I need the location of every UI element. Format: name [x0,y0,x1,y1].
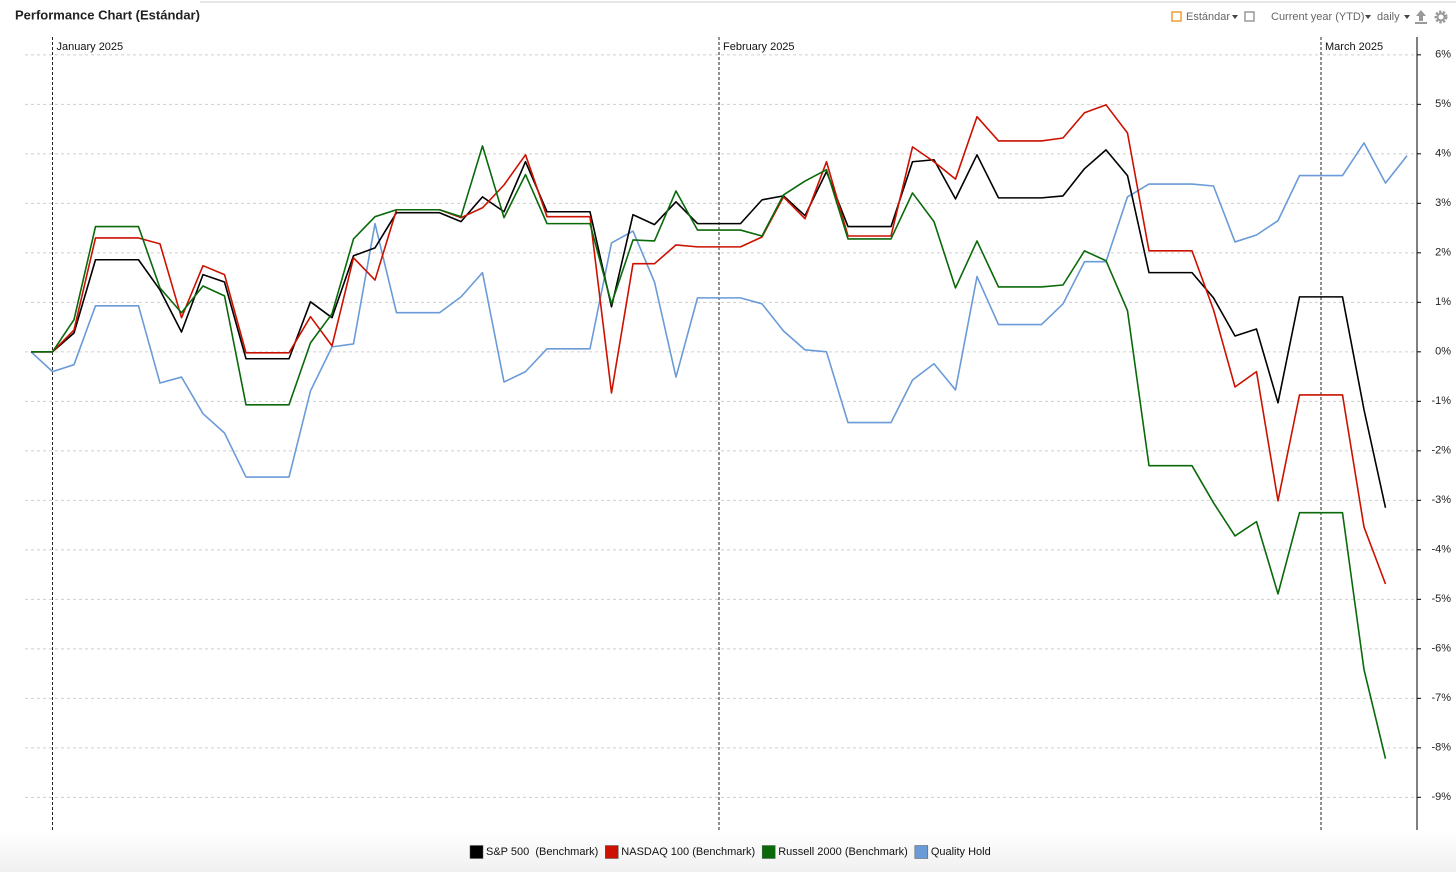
y-tick-label: -8% [1431,742,1451,754]
y-tick-label: 6% [1435,49,1451,61]
y-tick-label: 4% [1435,148,1451,160]
gear-outer [1434,10,1448,24]
y-tick-label: -4% [1431,544,1451,556]
export-icon [1415,10,1427,24]
series-line [30,142,1408,478]
compare-icon [1244,11,1255,22]
caret [1232,15,1238,19]
y-tick-label: 1% [1435,296,1451,308]
series-line [31,149,1387,508]
compare-button[interactable] [1244,11,1255,22]
legend-label: Quality Hold [931,846,991,858]
view-label: Estándar [1186,11,1230,23]
y-tick-label: -3% [1431,494,1451,506]
caret [1365,15,1371,19]
series-line [31,145,1387,759]
y-tick-label: -6% [1431,643,1451,655]
series-line [31,104,1387,585]
period-label: Current year (YTD) [1271,11,1365,23]
y-tick-label: -5% [1431,593,1451,605]
export-button[interactable] [1415,10,1427,24]
legend-label: NASDAQ 100 (Benchmark) [621,846,755,858]
y-tick-label: 3% [1435,197,1451,209]
legend-band [0,832,1456,872]
y-tick-label: -9% [1431,791,1451,803]
gear-inner [1436,12,1446,22]
y-tick-label: 0% [1435,346,1451,358]
legend-swatch [914,845,929,859]
x-tick-label: January 2025 [57,41,124,53]
settings-button[interactable] [1434,10,1448,24]
view-icon [1171,11,1182,22]
period-selector[interactable]: Current year (YTD) [1271,11,1371,23]
y-tick-label: -1% [1431,395,1451,407]
interval-selector[interactable]: daily [1377,11,1410,23]
x-tick-label: March 2025 [1325,41,1383,53]
legend: S&P 500 (Benchmark) NASDAQ 100 (Benchmark… [469,845,991,859]
legend-label: S&P 500 (Benchmark) [486,846,598,858]
y-tick-label: 5% [1435,98,1451,110]
interval-label: daily [1377,11,1400,23]
legend-swatch [761,845,776,859]
caret [1404,15,1410,19]
x-tick-label: February 2025 [723,41,795,53]
chart-title: Performance Chart (Estándar) [15,7,200,22]
y-tick-label: -7% [1431,692,1451,704]
legend-swatch [469,845,484,859]
y-tick-label: 2% [1435,247,1451,259]
view-selector[interactable]: Estándar [1171,11,1238,23]
legend-label: Russell 2000 (Benchmark) [778,846,908,858]
legend-swatch [605,845,619,859]
y-tick-label: -2% [1431,445,1451,457]
